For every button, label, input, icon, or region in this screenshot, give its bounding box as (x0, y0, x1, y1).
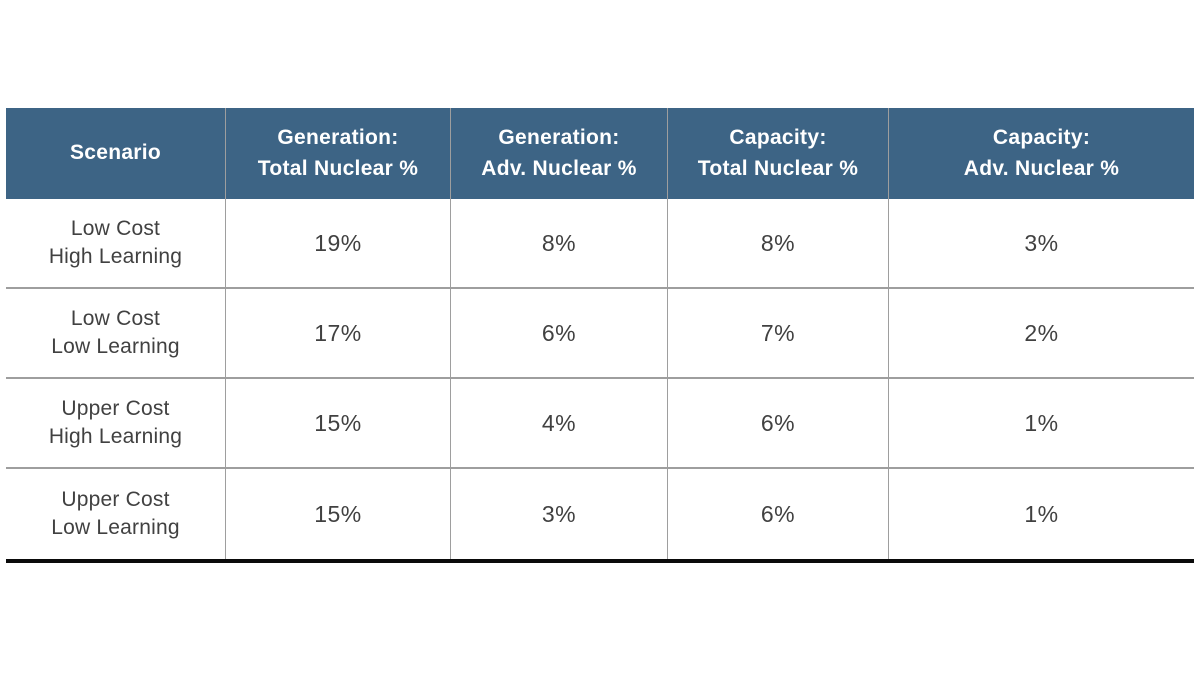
value-cell: 6% (668, 469, 889, 559)
value-cell: 19% (226, 199, 451, 289)
value-cell: 1% (889, 379, 1194, 469)
column-header-generation-adv-nuclear: Generation: Adv. Nuclear % (451, 108, 668, 199)
value-cell: 2% (889, 289, 1194, 379)
value-cell: 15% (226, 379, 451, 469)
value-cell: 6% (451, 289, 668, 379)
column-header-capacity-total-nuclear: Capacity: Total Nuclear % (668, 108, 889, 199)
value-cell: 4% (451, 379, 668, 469)
scenario-cell: Upper Cost High Learning (6, 379, 226, 469)
scenarios-table: Scenario Generation: Total Nuclear % Gen… (6, 108, 1194, 563)
value-cell: 15% (226, 469, 451, 559)
value-cell: 6% (668, 379, 889, 469)
value-cell: 7% (668, 289, 889, 379)
column-header-capacity-adv-nuclear: Capacity: Adv. Nuclear % (889, 108, 1194, 199)
value-cell: 17% (226, 289, 451, 379)
value-cell: 8% (451, 199, 668, 289)
value-cell: 1% (889, 469, 1194, 559)
table-grid: Scenario Generation: Total Nuclear % Gen… (6, 108, 1194, 559)
value-cell: 3% (451, 469, 668, 559)
value-cell: 3% (889, 199, 1194, 289)
scenario-cell: Upper Cost Low Learning (6, 469, 226, 559)
column-header-scenario: Scenario (6, 108, 226, 199)
scenario-cell: Low Cost High Learning (6, 199, 226, 289)
column-header-generation-total-nuclear: Generation: Total Nuclear % (226, 108, 451, 199)
value-cell: 8% (668, 199, 889, 289)
scenario-cell: Low Cost Low Learning (6, 289, 226, 379)
